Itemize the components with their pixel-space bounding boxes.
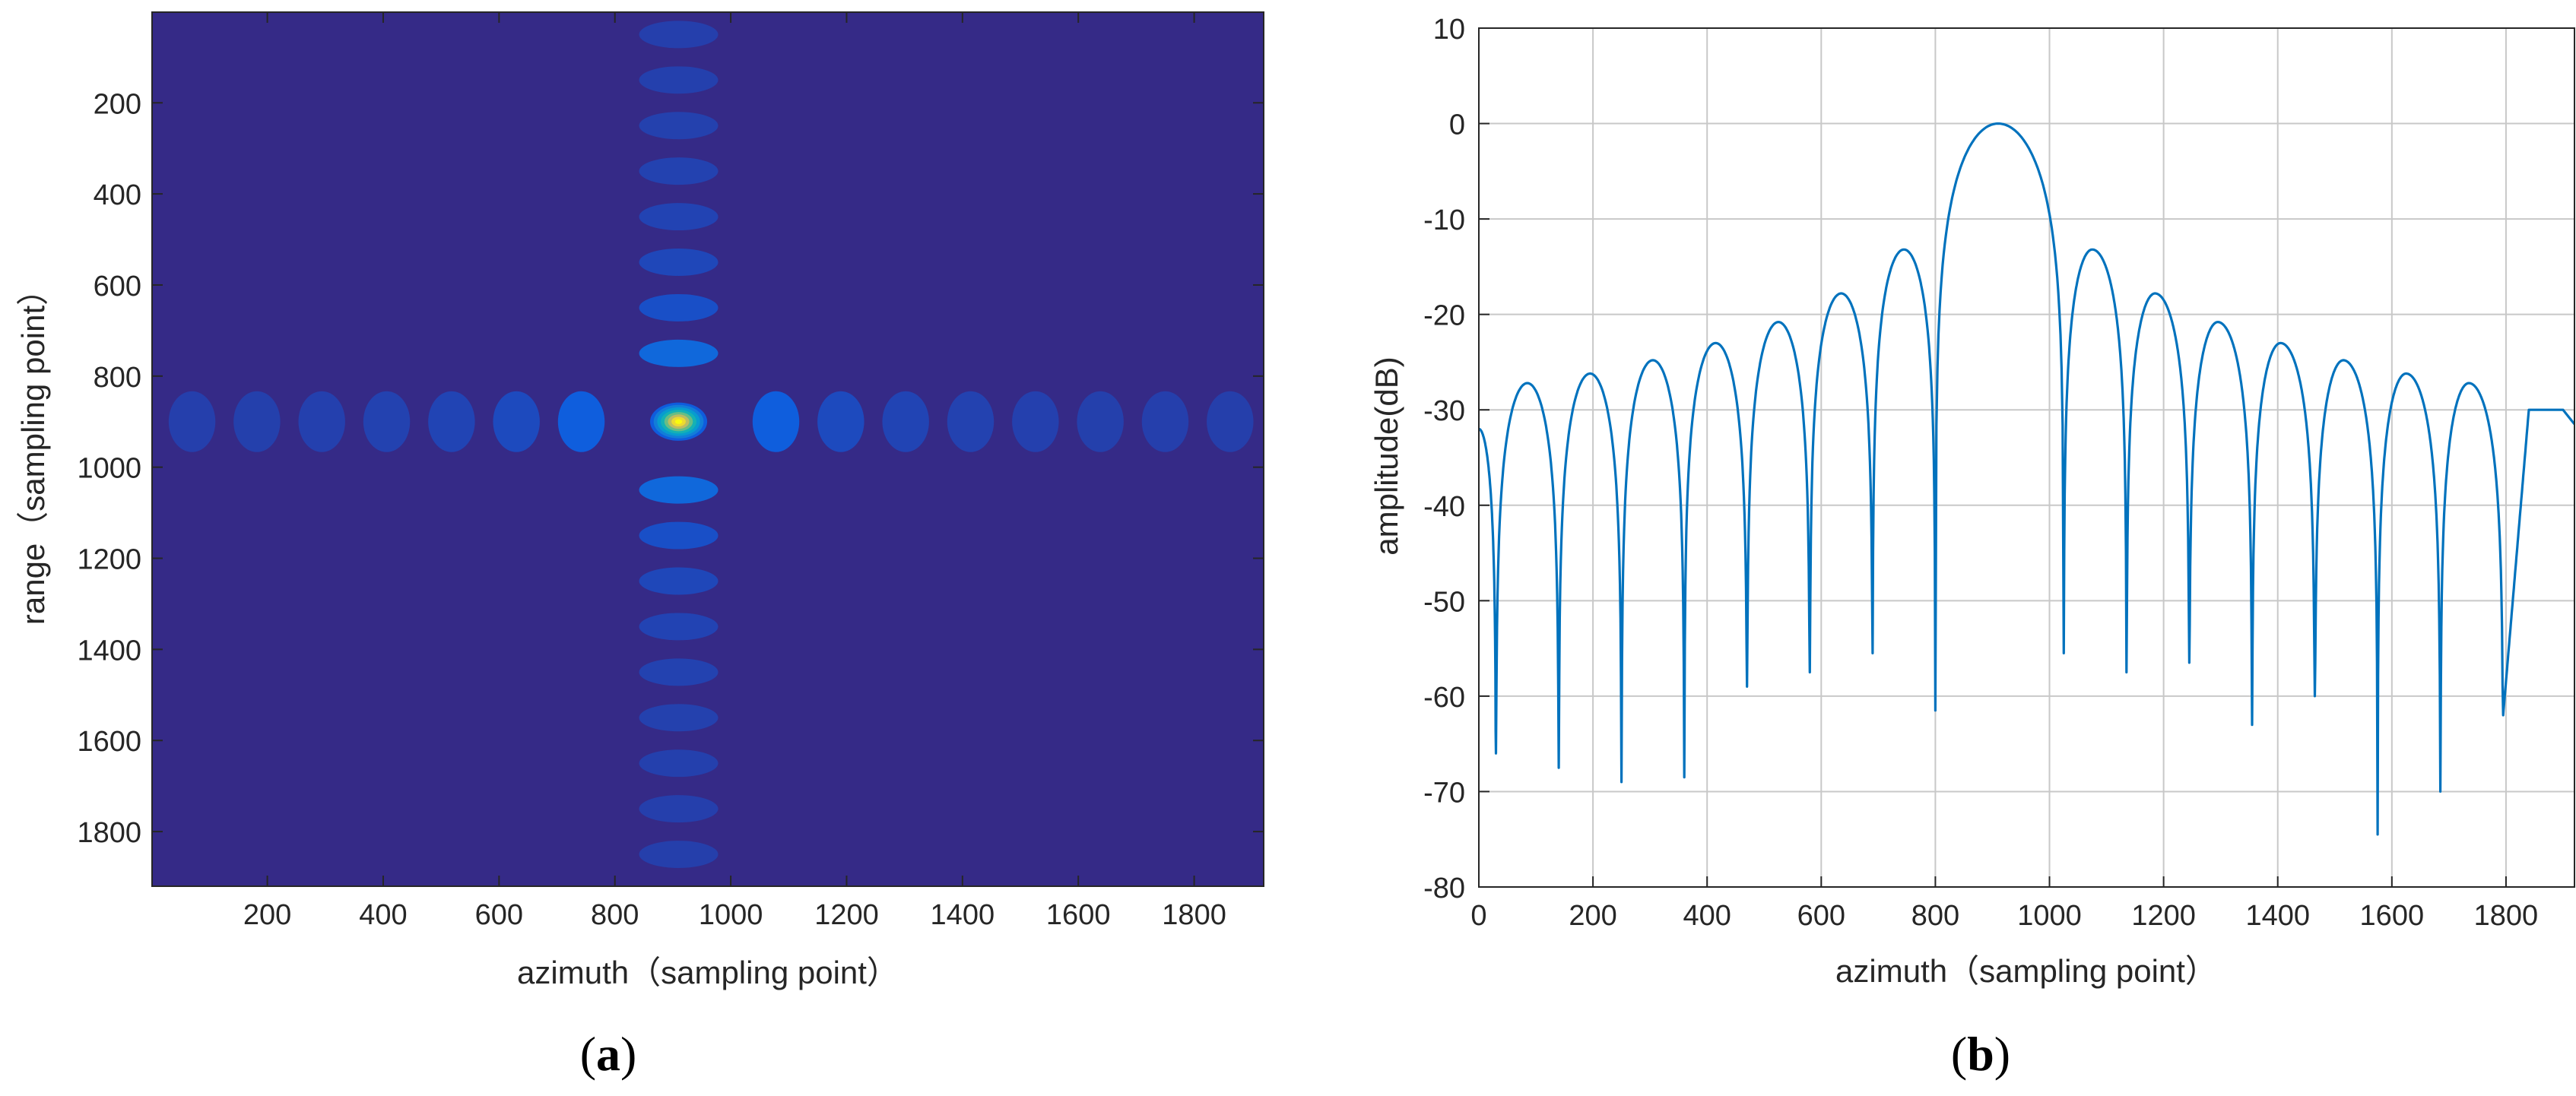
y-tick-label: 1200	[77, 544, 141, 576]
range-sidelobe	[639, 21, 719, 49]
heatmap-y-axis-label: range（sampling point）	[15, 274, 51, 625]
x-tick-label: 1200	[2131, 900, 2196, 932]
azimuth-sidelobe	[947, 391, 995, 452]
x-tick-label: 800	[591, 899, 639, 931]
range-sidelobe	[639, 203, 719, 231]
panel-a-paren-close: )	[620, 1027, 636, 1081]
y-tick-label: 10	[1433, 14, 1465, 46]
azimuth-sidelobe	[882, 391, 929, 452]
range-sidelobe	[639, 339, 719, 367]
y-tick-label: 1000	[77, 453, 141, 485]
azimuth-sidelobe	[428, 391, 475, 452]
x-tick-label: 400	[1683, 900, 1731, 932]
panel-a-letter: a	[596, 1027, 620, 1081]
line-y-axis-label: amplitude(dB)	[1369, 356, 1404, 555]
x-tick-label: 0	[1470, 900, 1486, 932]
x-tick-label: 400	[359, 899, 407, 931]
azimuth-sidelobe	[168, 391, 216, 452]
azimuth-sidelobe	[1077, 391, 1124, 452]
range-sidelobe	[639, 249, 719, 276]
main-lobe-ring	[674, 419, 683, 424]
x-tick-label: 200	[243, 899, 291, 931]
range-sidelobe	[639, 841, 719, 869]
x-tick-label: 1400	[931, 899, 995, 931]
x-tick-label: 600	[475, 899, 523, 931]
range-sidelobe	[639, 66, 719, 94]
azimuth-sidelobe	[493, 391, 540, 452]
x-tick-label: 1600	[1046, 899, 1111, 931]
panel-a-caption: (a)	[580, 1027, 637, 1081]
y-tick-label: 1400	[77, 635, 141, 667]
x-tick-label: 1400	[2245, 900, 2310, 932]
y-tick-label: -50	[1423, 586, 1465, 618]
line-plot-frame	[1478, 27, 2575, 888]
panel-a: 200 400 600 800 1000 1200 1400 1600 1800 200 400 60…	[15, 11, 1264, 1081]
heatmap-x-axis-label: azimuth（sampling point）	[517, 955, 899, 990]
panel-b-paren-open: (	[1951, 1027, 1967, 1081]
x-tick-label: 1000	[2017, 900, 2082, 932]
range-sidelobe	[639, 476, 719, 504]
y-tick-label: -20	[1423, 300, 1465, 332]
x-tick-label: 1200	[814, 899, 879, 931]
azimuth-sidelobe	[1207, 391, 1254, 452]
y-tick-label: 600	[94, 271, 141, 303]
azimuth-sidelobe	[298, 391, 345, 452]
y-tick-label: 800	[94, 362, 141, 394]
azimuth-sidelobe	[557, 391, 605, 452]
y-tick-label: -10	[1423, 204, 1465, 236]
y-tick-label: -70	[1423, 777, 1465, 809]
y-tick-label: 400	[94, 179, 141, 211]
line-ticks: 0 200 400 600 800 1000 1200 1400 1600 1800 10 0 -10 -…	[1423, 14, 2538, 932]
line-plot-area	[1479, 28, 2574, 887]
line-series-group	[1479, 122, 2574, 836]
y-tick-label: 1600	[77, 726, 141, 758]
panel-b-letter: b	[1967, 1027, 1994, 1081]
azimuth-sidelobe	[233, 391, 281, 452]
y-tick-label: -80	[1423, 873, 1465, 904]
heatmap-ticks: 200 400 600 800 1000 1200 1400 1600 1800 200 400 60…	[77, 12, 1264, 931]
amplitude-series-line	[1479, 122, 2574, 836]
x-tick-label: 1800	[1162, 899, 1226, 931]
y-tick-label: -60	[1423, 682, 1465, 714]
y-tick-label: 200	[94, 88, 141, 120]
range-sidelobe	[639, 157, 719, 185]
heatmap-frame	[151, 11, 1264, 887]
range-sidelobe	[639, 613, 719, 641]
x-tick-label: 600	[1797, 900, 1845, 932]
x-tick-label: 800	[1911, 900, 1959, 932]
heatmap-background	[152, 12, 1264, 886]
range-sidelobe	[639, 521, 719, 550]
range-sidelobe	[639, 112, 719, 140]
range-sidelobe	[639, 293, 719, 322]
range-sidelobe	[639, 749, 719, 778]
range-sidelobe	[639, 658, 719, 686]
range-sidelobe	[639, 567, 719, 595]
panel-b: 0 200 400 600 800 1000 1200 1400 1600 1800 10 0 -10 -…	[1369, 14, 2575, 1081]
panel-b-paren-close: )	[1994, 1027, 2010, 1081]
azimuth-sidelobe	[752, 391, 800, 452]
x-tick-label: 1600	[2360, 900, 2425, 932]
azimuth-sidelobe	[817, 391, 864, 452]
y-tick-label: -30	[1423, 395, 1465, 427]
y-tick-label: -40	[1423, 491, 1465, 523]
panel-a-paren-open: (	[580, 1027, 596, 1081]
azimuth-sidelobe	[1012, 391, 1059, 452]
x-tick-label: 1800	[2474, 900, 2539, 932]
line-x-axis-label: azimuth（sampling point）	[1835, 953, 2217, 989]
range-sidelobe	[639, 795, 719, 823]
x-tick-label: 200	[1569, 900, 1616, 932]
y-tick-label: 1800	[77, 817, 141, 849]
azimuth-sidelobe	[1141, 391, 1189, 452]
x-tick-label: 1000	[699, 899, 763, 931]
azimuth-sidelobe	[363, 391, 411, 452]
range-sidelobe	[639, 704, 719, 732]
y-tick-label: 0	[1449, 109, 1465, 141]
panel-b-caption: (b)	[1951, 1027, 2010, 1081]
heatmap-lobes	[168, 21, 1254, 869]
